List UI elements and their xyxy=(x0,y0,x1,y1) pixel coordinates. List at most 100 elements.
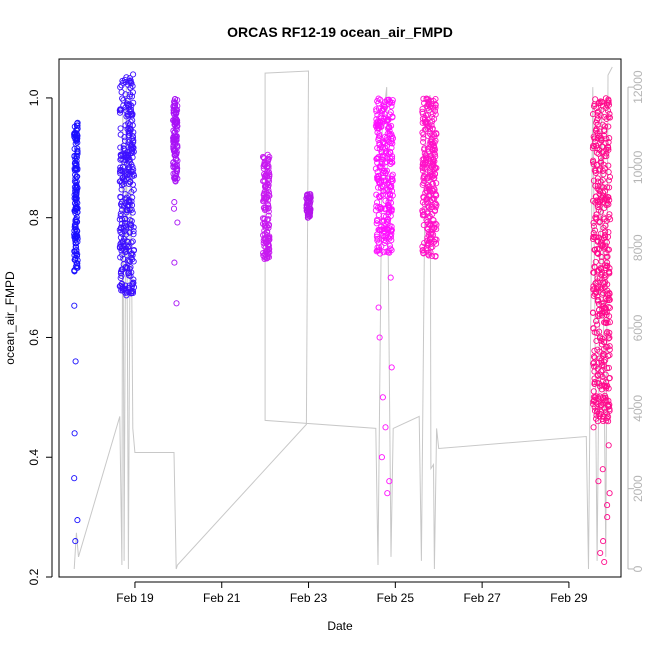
data-point xyxy=(385,100,392,107)
data-point xyxy=(601,128,608,135)
data-point xyxy=(71,232,78,239)
data-point xyxy=(117,268,125,275)
data-point xyxy=(594,182,601,189)
data-point xyxy=(421,146,428,153)
data-point xyxy=(386,191,393,198)
x-tick-label: Feb 19 xyxy=(116,591,154,605)
series-RF15 xyxy=(259,151,273,263)
data-point xyxy=(170,109,177,116)
data-point xyxy=(601,382,608,389)
data-point xyxy=(385,202,392,209)
data-point xyxy=(600,350,607,357)
data-point xyxy=(419,247,426,254)
data-point xyxy=(129,154,136,161)
data-point xyxy=(73,162,80,169)
data-point xyxy=(375,304,382,311)
data-point xyxy=(72,250,80,257)
data-point xyxy=(72,538,79,545)
data-point xyxy=(117,270,124,277)
data-point xyxy=(126,269,133,276)
data-point xyxy=(265,155,272,162)
data-point xyxy=(171,259,178,266)
data-point xyxy=(384,186,391,193)
data-point xyxy=(596,167,603,174)
data-point xyxy=(379,394,386,401)
data-point xyxy=(605,96,612,103)
data-point xyxy=(379,218,386,226)
data-point xyxy=(73,203,80,210)
data-point xyxy=(120,255,127,262)
data-point xyxy=(593,318,600,325)
data-point xyxy=(265,178,273,185)
data-point xyxy=(590,360,597,367)
data-point xyxy=(74,228,81,235)
data-point xyxy=(383,137,390,144)
data-point xyxy=(116,168,124,175)
data-point xyxy=(117,107,124,114)
data-point xyxy=(602,222,609,229)
data-point xyxy=(593,117,600,124)
data-point xyxy=(593,393,600,400)
data-point xyxy=(599,167,607,174)
data-point xyxy=(265,234,272,241)
data-point xyxy=(591,375,598,382)
series-RF17 xyxy=(372,95,397,497)
secondary-tick-label: 6000 xyxy=(631,314,645,341)
data-point xyxy=(172,174,179,181)
data-point xyxy=(425,252,432,259)
data-point xyxy=(420,180,427,187)
data-point xyxy=(595,246,603,253)
data-point xyxy=(265,163,272,170)
data-point xyxy=(74,517,81,524)
data-point xyxy=(388,131,395,138)
data-point xyxy=(71,475,78,482)
data-point xyxy=(602,305,610,312)
data-point xyxy=(72,166,79,173)
data-point xyxy=(261,215,268,222)
data-point xyxy=(591,368,598,375)
data-point xyxy=(384,227,392,234)
data-point xyxy=(604,107,612,114)
data-point xyxy=(116,226,123,233)
data-point xyxy=(128,206,135,213)
data-point xyxy=(606,110,613,117)
data-point xyxy=(595,297,602,304)
data-point xyxy=(130,144,137,151)
data-point xyxy=(260,252,267,260)
data-point xyxy=(374,155,381,162)
data-point xyxy=(74,122,81,129)
data-point xyxy=(264,253,272,260)
data-point xyxy=(375,125,382,132)
data-point xyxy=(262,183,269,190)
data-point xyxy=(603,379,610,386)
data-point xyxy=(426,157,433,164)
data-point xyxy=(125,272,132,279)
data-point xyxy=(261,230,268,237)
data-point xyxy=(593,249,601,256)
data-point xyxy=(382,159,389,166)
data-point xyxy=(430,225,437,232)
plot-frame xyxy=(58,58,622,578)
data-point xyxy=(605,335,612,342)
series-RF19 xyxy=(589,95,614,566)
data-point xyxy=(597,371,604,378)
data-point xyxy=(423,187,430,194)
data-point xyxy=(389,114,396,121)
data-point xyxy=(374,129,381,136)
data-point xyxy=(173,300,180,307)
data-point xyxy=(597,154,605,162)
data-point xyxy=(388,364,395,371)
data-point xyxy=(387,109,394,116)
data-point xyxy=(373,108,380,115)
data-point xyxy=(598,368,605,375)
data-point xyxy=(122,122,129,129)
data-point xyxy=(117,125,124,132)
data-point xyxy=(72,195,79,202)
data-point xyxy=(599,291,606,298)
data-point xyxy=(595,380,603,387)
data-point xyxy=(376,131,383,138)
data-point xyxy=(421,170,429,178)
data-point xyxy=(375,136,382,143)
data-point xyxy=(593,197,600,204)
